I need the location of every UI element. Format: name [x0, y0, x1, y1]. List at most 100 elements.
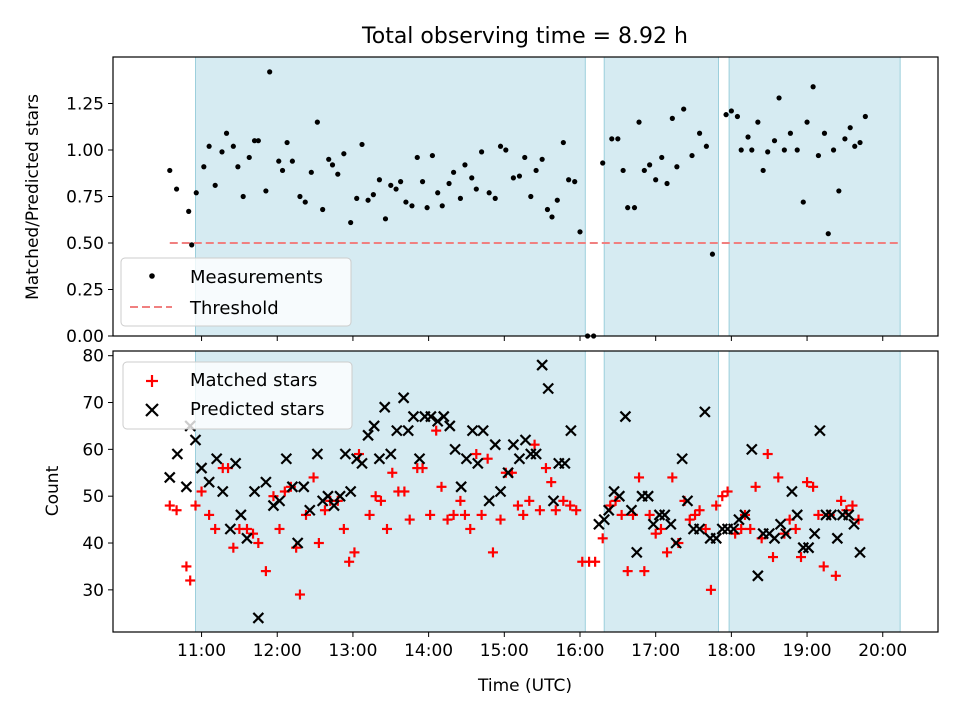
measurement-point: [600, 160, 606, 166]
measurement-point: [787, 130, 794, 136]
predicted-point: [216, 485, 229, 498]
matched-point: [268, 491, 279, 502]
measurement-point: [625, 205, 631, 211]
measurement-point: [424, 205, 430, 211]
bottom-y-ticks: 30 40 50 60 70 80: [82, 347, 113, 601]
measurement-point: [276, 158, 282, 164]
legend-predicted-label: Predicted stars: [190, 399, 324, 420]
predicted-point: [368, 420, 380, 432]
matched-point: [540, 463, 551, 474]
legend-matched-label: Matched stars: [190, 370, 317, 391]
measurement-point: [510, 175, 516, 181]
matched-point: [662, 547, 673, 558]
measurement-point: [279, 167, 286, 174]
legend-measurements-marker: [149, 273, 155, 279]
matched-point: [204, 509, 215, 520]
matched-point: [319, 505, 330, 516]
predicted-point: [328, 499, 340, 512]
predicted-point: [356, 457, 368, 470]
measurement-point: [609, 136, 615, 142]
matched-point: [370, 491, 381, 502]
y-tick-label: 30: [82, 581, 104, 601]
measurement-point: [516, 173, 523, 179]
matched-point: [597, 533, 608, 544]
matched-point: [248, 528, 259, 539]
predicted-point: [291, 537, 304, 549]
predicted-point: [373, 452, 386, 465]
predicted-point: [203, 476, 215, 488]
bottom-legend-box: [122, 361, 353, 430]
predicted-point: [774, 518, 787, 531]
predicted-point: [814, 424, 826, 437]
matched-point: [717, 491, 728, 502]
measurement-point: [765, 149, 771, 155]
predicted-point: [391, 424, 403, 437]
x-tick-label: 11:00: [177, 641, 226, 661]
legend-predicted-marker: [145, 403, 159, 417]
matched-point: [762, 449, 773, 460]
matched-point: [349, 547, 360, 558]
predicted-point: [273, 495, 286, 507]
matched-point: [344, 556, 355, 567]
matched-point: [364, 509, 375, 520]
measurement-point: [479, 149, 485, 155]
measurement-point: [825, 231, 831, 237]
matched-point: [399, 486, 410, 497]
predicted-point: [513, 452, 526, 465]
predicted-point: [710, 532, 723, 545]
measurement-point: [830, 147, 837, 153]
predicted-point: [802, 541, 815, 554]
matched-point: [404, 514, 415, 525]
matched-point: [634, 472, 645, 483]
y-tick-label: 80: [82, 347, 104, 367]
predicted-point: [658, 509, 671, 521]
predicted-point: [489, 438, 502, 451]
predicted-point: [444, 420, 456, 432]
measurement-point: [365, 197, 371, 203]
matched-point: [830, 570, 841, 581]
predicted-point: [598, 513, 610, 526]
predicted-point: [780, 527, 792, 540]
matched-point: [836, 495, 847, 506]
measurement-point: [669, 115, 675, 121]
matched-point: [694, 505, 705, 516]
matched-point: [650, 528, 661, 539]
matched-point: [808, 481, 819, 492]
predicted-point: [630, 546, 643, 559]
matched-point: [768, 552, 778, 563]
measurement-point: [522, 154, 528, 161]
matched-point: [164, 500, 175, 511]
measurement-point: [755, 119, 761, 125]
predicted-point: [536, 359, 548, 371]
predicted-point: [699, 406, 711, 418]
matched-point: [745, 523, 756, 534]
matched-point: [590, 556, 601, 567]
predicted-point: [437, 410, 450, 423]
predicted-point: [825, 509, 838, 521]
measurement-point: [435, 190, 441, 196]
predicted-point: [693, 523, 706, 535]
matched-point: [294, 589, 305, 600]
predicted-point: [665, 518, 677, 531]
matched-point: [308, 472, 319, 483]
matched-point: [518, 509, 529, 520]
matched-point: [448, 509, 459, 520]
measurement-point: [653, 177, 659, 183]
measurement-point: [572, 179, 578, 185]
predicted-point: [248, 485, 261, 498]
measurement-point: [429, 152, 436, 159]
shaded-interval: [603, 350, 720, 633]
predicted-point: [460, 452, 473, 465]
predicted-point: [304, 504, 316, 517]
chart-title: Total observing time = 8.92 h: [361, 24, 688, 49]
matched-point: [705, 584, 716, 595]
measurement-point: [348, 219, 354, 226]
measurement-point: [212, 182, 218, 188]
predicted-point: [786, 485, 798, 498]
measurement-point: [533, 167, 539, 174]
predicted-point: [449, 443, 461, 456]
predicted-point: [180, 481, 193, 493]
measurement-point: [393, 186, 399, 192]
measurement-point: [289, 158, 295, 164]
measurement-point: [354, 195, 360, 201]
